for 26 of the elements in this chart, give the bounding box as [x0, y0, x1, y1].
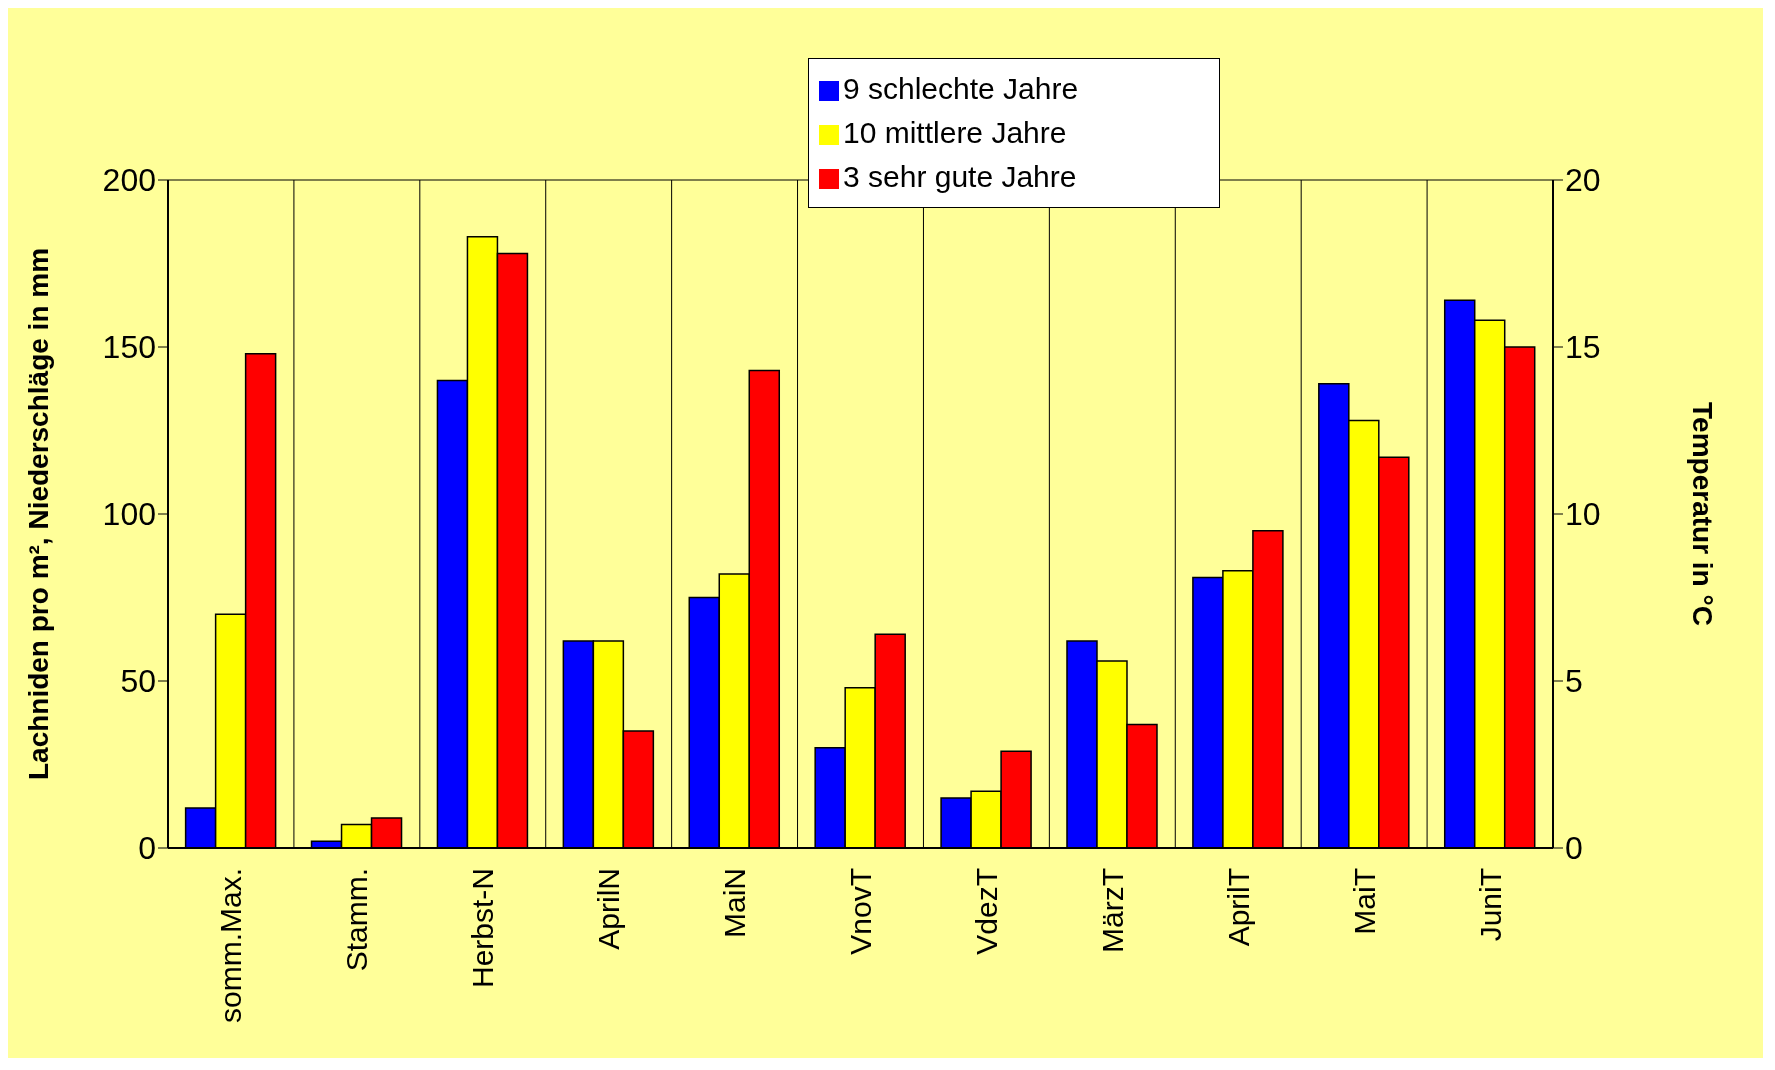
- y-axis-title: Lachniden pro m², Niederschläge in mm: [22, 247, 54, 781]
- y-tick-label: 0: [138, 830, 156, 867]
- y2-tick-label: 5: [1565, 663, 1583, 700]
- y-tick-label: 200: [102, 162, 156, 199]
- x-tick-label: Stamm.: [340, 868, 374, 972]
- x-tick-label: AprilN: [592, 868, 626, 950]
- y2-tick-label: 0: [1565, 830, 1583, 867]
- x-tick-label: AprilT: [1221, 868, 1255, 947]
- x-tick-label: Herbst-N: [466, 868, 500, 989]
- x-tick-label: MaiN: [718, 868, 752, 939]
- x-tick-label: MaiT: [1347, 868, 1381, 935]
- x-tick-label: VnovT: [844, 868, 877, 955]
- x-tick-label: MärzT: [1095, 868, 1129, 953]
- x-tick-label: JuniT: [1473, 868, 1507, 942]
- y2-tick-label: 10: [1565, 496, 1601, 533]
- legend-label: 3 sehr gute Jahre: [843, 160, 1077, 193]
- y-tick-label: 150: [102, 329, 156, 366]
- y2-tick-label: 15: [1565, 329, 1601, 366]
- x-tick-label: somm.Max.: [214, 868, 248, 1024]
- legend-label: 9 schlechte Jahre: [843, 72, 1079, 105]
- y2-axis-title: Temperatur in °C: [1687, 402, 1719, 626]
- y2-tick-label: 20: [1565, 162, 1601, 199]
- legend-label: 10 mittlere Jahre: [843, 116, 1067, 149]
- x-tick-label: VdezT: [969, 868, 1003, 955]
- y-tick-label: 50: [120, 663, 156, 700]
- y-tick-label: 100: [102, 496, 156, 533]
